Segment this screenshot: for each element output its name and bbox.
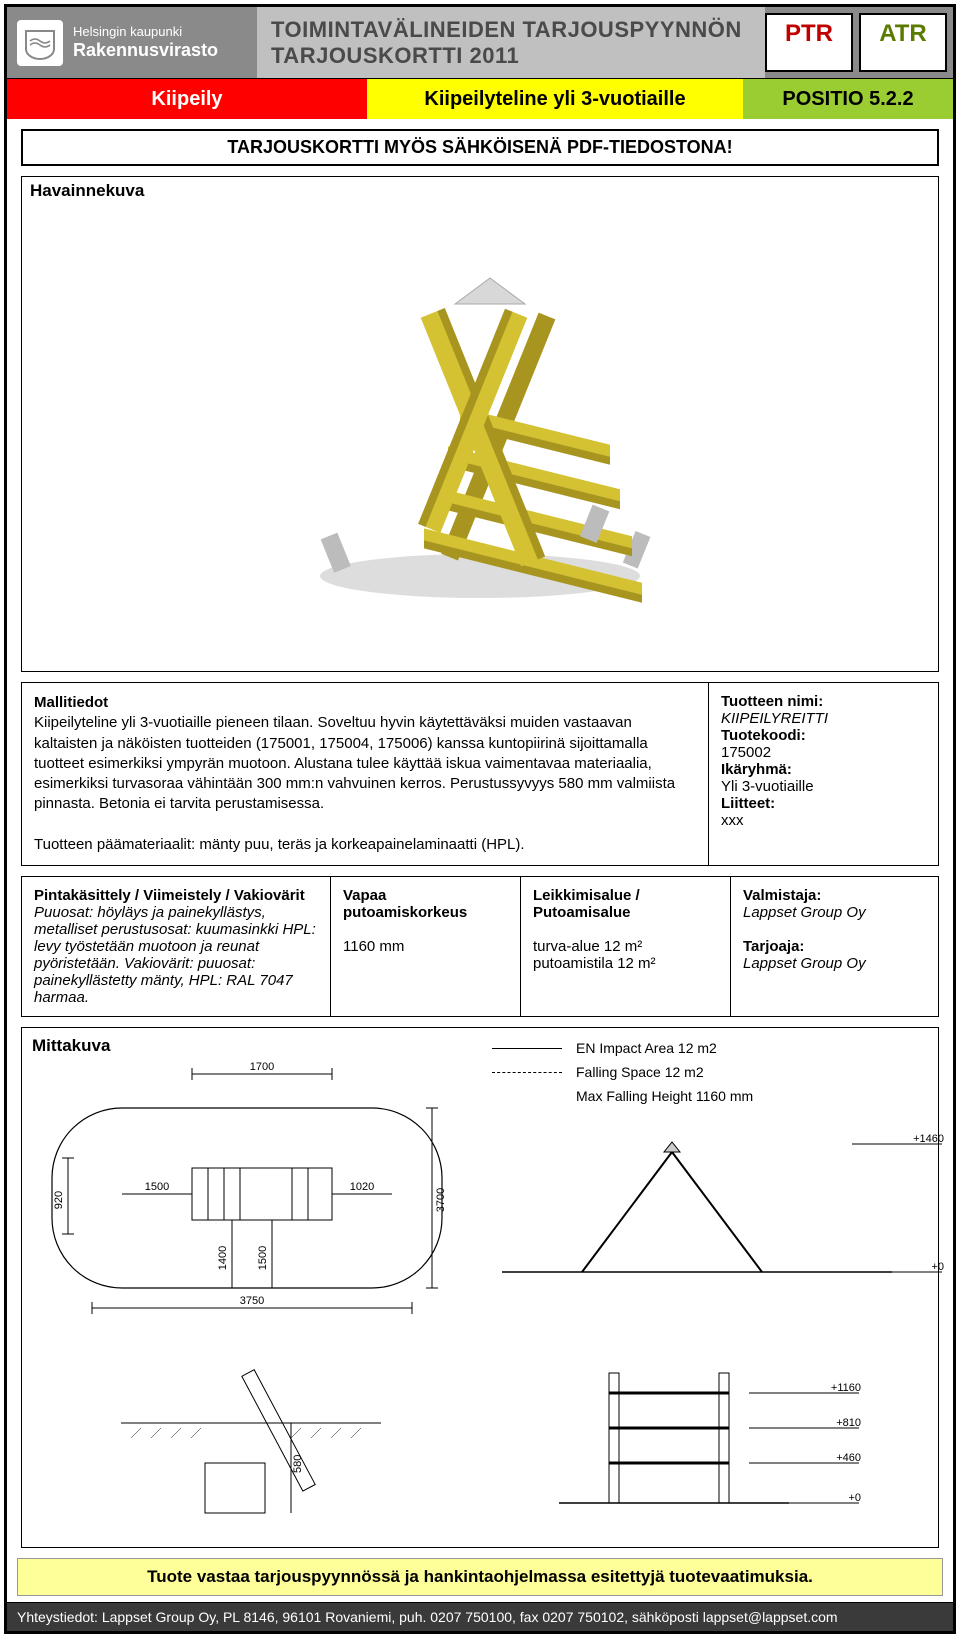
ptr-cell: PTR 5 (765, 13, 853, 72)
finish-cell: Pintakäsittely / Viimeistely / Vakioväri… (21, 876, 331, 1017)
contact-footer: Yhteystiedot: Lappset Group Oy, PL 8146,… (7, 1602, 953, 1631)
illustration-title: Havainnekuva (22, 177, 938, 201)
product-age: Yli 3-vuotiaille (721, 778, 926, 795)
offerer-label: Tarjoaja: (743, 938, 804, 955)
svg-text:580: 580 (292, 1455, 304, 1473)
playarea-line2: putoamistila 12 m² (533, 955, 656, 972)
fallheight-val: 1160 mm (343, 938, 404, 955)
svg-text:1700: 1700 (250, 1061, 274, 1073)
atr-cell: ATR 5.2 (859, 13, 947, 72)
atr-label: ATR (879, 20, 927, 48)
dimension-frame: Mittakuva 1700 (21, 1027, 939, 1548)
climbing-frame-icon (270, 256, 690, 616)
org-line1: Helsingin kaupunki (73, 25, 218, 40)
supplier-cell: Valmistaja: Lappset Group Oy Tarjoaja: L… (731, 876, 939, 1017)
model-body: Kiipeilyteline yli 3-vuotiaille pieneen … (34, 714, 675, 812)
product-name-label: Tuotteen nimi: (721, 693, 926, 710)
plan-view: Mittakuva 1700 (32, 1036, 462, 1323)
product-name: KIIPEILYREITTI (721, 710, 926, 727)
pdf-banner: TARJOUSKORTTI MYÖS SÄHKÖISENÄ PDF-TIEDOS… (21, 129, 939, 166)
org-line2: Rakennusvirasto (73, 40, 218, 61)
finish-head: Pintakäsittely / Viimeistely / Vakioväri… (34, 887, 305, 904)
detail-drawings: 580 +1160 +810 (32, 1333, 928, 1533)
playarea-line1: turva-alue 12 m² (533, 938, 642, 955)
atr-value: 5.2 (892, 48, 914, 66)
dimension-title: Mittakuva (32, 1036, 462, 1056)
front-elevation: +1160 +810 +460 +0 (490, 1333, 928, 1533)
header-logo-block: Helsingin kaupunki Rakennusvirasto (7, 7, 257, 78)
legend-falling: Falling Space 12 m2 (492, 1064, 952, 1080)
foundation-detail: 580 (32, 1333, 470, 1533)
info-row: Mallitiedot Kiipeilyteline yli 3-vuotiai… (21, 682, 939, 866)
foundation-icon: 580 (32, 1333, 470, 1533)
playarea-cell: Leikkimisalue / Putoamisalue turva-alue … (521, 876, 731, 1017)
svg-text:3700: 3700 (435, 1188, 447, 1212)
svg-text:+460: +460 (836, 1452, 861, 1464)
finish-body: Puuosat: höyläys ja painekyllästys, meta… (34, 904, 316, 1006)
category-yellow: Kiipeilyteline yli 3-vuotiaille (367, 79, 743, 119)
legend-block: EN Impact Area 12 m2 Falling Space 12 m2… (462, 1036, 952, 1323)
svg-text:1400: 1400 (217, 1246, 229, 1270)
dashed-line-icon (492, 1072, 562, 1073)
svg-text:+0: +0 (931, 1261, 944, 1273)
svg-text:+1160: +1160 (831, 1382, 861, 1394)
product-age-label: Ikäryhmä: (721, 761, 926, 778)
model-info: Mallitiedot Kiipeilyteline yli 3-vuotiai… (21, 682, 709, 866)
compliance-banner: Tuote vastaa tarjouspyynnössä ja hankint… (17, 1558, 943, 1596)
fallheight-cell: Vapaa putoamiskorkeus 1160 mm (331, 876, 521, 1017)
side-elevation-icon: +1460 +0 (492, 1122, 952, 1302)
ptr-value: 5 (805, 48, 814, 66)
details-row: Pintakäsittely / Viimeistely / Vakioväri… (21, 876, 939, 1017)
category-row: Kiipeily Kiipeilyteline yli 3-vuotiaille… (7, 79, 953, 119)
playarea-head: Leikkimisalue / Putoamisalue (533, 887, 640, 921)
svg-text:1500: 1500 (257, 1246, 269, 1270)
legend-falling-text: Falling Space 12 m2 (576, 1064, 704, 1080)
svg-text:+1460: +1460 (913, 1133, 944, 1145)
product-code: 175002 (721, 744, 926, 761)
model-materials: Tuotteen päämateriaalit: mänty puu, terä… (34, 836, 525, 853)
legend-maxfall-text: Max Falling Height 1160 mm (576, 1088, 753, 1104)
header: Helsingin kaupunki Rakennusvirasto TOIMI… (7, 7, 953, 79)
model-heading: Mallitiedot (34, 694, 108, 711)
illustration-frame: Havainnekuva (21, 176, 939, 672)
category-green: POSITIO 5.2.2 (743, 79, 953, 119)
product-attach: xxx (721, 812, 926, 829)
page: Helsingin kaupunki Rakennusvirasto TOIMI… (4, 4, 956, 1634)
mfr-val: Lappset Group Oy (743, 904, 866, 921)
svg-text:+810: +810 (836, 1417, 861, 1429)
svg-text:+0: +0 (848, 1492, 861, 1504)
svg-text:1020: 1020 (350, 1181, 374, 1193)
legend-maxfall: Max Falling Height 1160 mm (576, 1088, 952, 1104)
ptr-label: PTR (785, 20, 833, 48)
offerer-val: Lappset Group Oy (743, 955, 866, 972)
solid-line-icon (492, 1048, 562, 1049)
header-org-text: Helsingin kaupunki Rakennusvirasto (73, 25, 218, 61)
product-info: Tuotteen nimi: KIIPEILYREITTI Tuotekoodi… (709, 682, 939, 866)
legend-impact-text: EN Impact Area 12 m2 (576, 1040, 717, 1056)
title-line2: TARJOUSKORTTI 2011 (271, 43, 751, 69)
svg-text:1500: 1500 (145, 1181, 169, 1193)
illustration-area (22, 201, 938, 671)
header-title: TOIMINTAVÄLINEIDEN TARJOUSPYYNNÖN TARJOU… (257, 7, 765, 78)
product-attach-label: Liitteet: (721, 795, 926, 812)
front-elevation-icon: +1160 +810 +460 +0 (490, 1333, 928, 1533)
mfr-label: Valmistaja: (743, 887, 821, 904)
fallheight-head: Vapaa putoamiskorkeus (343, 887, 467, 921)
legend-impact: EN Impact Area 12 m2 (492, 1040, 952, 1056)
title-line1: TOIMINTAVÄLINEIDEN TARJOUSPYYNNÖN (271, 17, 751, 43)
plan-drawing-icon: 1700 920 1500 (32, 1058, 462, 1318)
svg-text:3750: 3750 (240, 1295, 264, 1307)
svg-text:920: 920 (53, 1191, 65, 1209)
product-code-label: Tuotekoodi: (721, 727, 926, 744)
category-red: Kiipeily (7, 79, 367, 119)
header-codes: PTR 5 ATR 5.2 (765, 7, 953, 78)
city-logo-icon (17, 20, 63, 66)
